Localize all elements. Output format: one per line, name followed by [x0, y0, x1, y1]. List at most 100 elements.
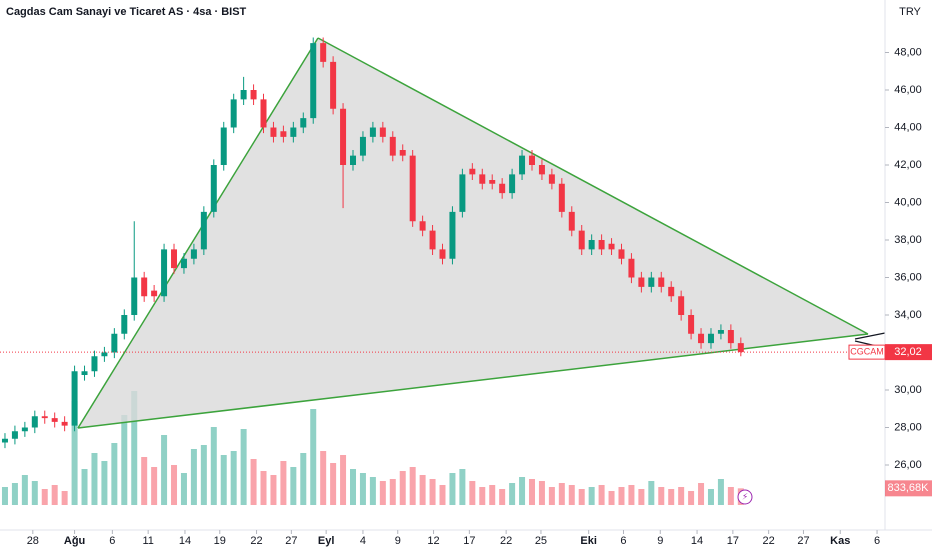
volume-bar — [31, 481, 38, 505]
volume-bar — [101, 461, 108, 505]
candle-body — [310, 43, 317, 119]
volume-bar — [161, 435, 168, 505]
x-tick-label: 28 — [27, 535, 39, 547]
candle-body — [698, 333, 705, 344]
candle-body — [260, 99, 267, 128]
candle-body — [578, 230, 585, 250]
x-tick-label: 14 — [691, 535, 703, 547]
volume-bar — [300, 453, 307, 505]
candle-body — [300, 118, 307, 128]
event-icon[interactable] — [737, 489, 753, 505]
y-tick-label: 30,00 — [894, 384, 922, 396]
volume-bar — [538, 481, 545, 505]
volume-bar — [280, 461, 287, 505]
symbol-label: CGCAM — [850, 347, 884, 357]
volume-pane — [1, 391, 744, 505]
volume-bar — [290, 467, 297, 505]
candle-body — [648, 277, 655, 287]
volume-bar — [71, 401, 78, 505]
candle-body — [389, 136, 396, 156]
volume-bar — [11, 483, 18, 505]
candle-body — [350, 155, 357, 165]
candle-body — [717, 330, 724, 334]
candle-body — [190, 249, 197, 259]
candle-body — [71, 371, 78, 426]
x-tick-label: 6 — [620, 535, 626, 547]
candle-body — [330, 61, 337, 109]
candle-body — [678, 296, 685, 315]
x-tick-label: Kas — [830, 535, 850, 547]
volume-badge — [885, 480, 932, 497]
candle-body — [568, 211, 575, 231]
candle-body — [340, 108, 347, 165]
candle-body — [638, 277, 645, 287]
candle-body — [220, 127, 227, 165]
volume-bar — [688, 491, 695, 505]
x-tick-label: 17 — [463, 535, 475, 547]
candle-body — [658, 277, 665, 287]
event-icon-glyph: ⚡ — [742, 491, 748, 501]
candle-body — [538, 165, 545, 175]
y-tick-label: 48,00 — [894, 46, 922, 58]
volume-bar — [578, 489, 585, 505]
volume-bar — [568, 485, 575, 505]
y-tick-label: 44,00 — [894, 121, 922, 133]
volume-bar — [489, 485, 496, 505]
candle-body — [230, 99, 237, 128]
candle-body — [608, 243, 615, 250]
volume-bar — [449, 473, 456, 505]
candle-body — [439, 249, 446, 259]
volume-bar — [658, 487, 665, 505]
currency: TRY — [899, 6, 921, 18]
candle-body — [618, 249, 625, 259]
candle-body — [479, 174, 486, 184]
volume-bar — [51, 485, 58, 505]
candle-body — [429, 230, 436, 250]
x-tick-label: 14 — [179, 535, 191, 547]
volume-bar — [131, 391, 138, 505]
candle-body — [31, 416, 38, 428]
candle-body — [41, 416, 48, 419]
candle-body — [240, 90, 247, 100]
trend-line — [77, 37, 319, 429]
candle-body — [210, 165, 217, 212]
y-tick-label: 38,00 — [894, 234, 922, 246]
candle-body — [499, 183, 506, 194]
x-tick-label: 6 — [109, 535, 115, 547]
y-tick-label: 26,00 — [894, 459, 922, 471]
volume-bar — [519, 477, 526, 505]
x-tick-label: 4 — [360, 535, 366, 547]
candle-body — [469, 168, 476, 175]
candle-body — [121, 315, 128, 334]
candle-body — [61, 421, 68, 426]
volume-bar — [330, 463, 337, 505]
y-tick-label: 34,00 — [894, 309, 922, 321]
volume-bar — [528, 479, 535, 505]
x-tick-label: 22 — [500, 535, 512, 547]
volume-bar — [648, 481, 655, 505]
candle-body — [449, 211, 456, 259]
candle-body — [707, 333, 714, 344]
candle-body — [161, 249, 168, 297]
candle-body — [11, 431, 18, 439]
volume-bar — [171, 465, 178, 505]
y-tick-label: 42,00 — [894, 159, 922, 171]
x-tick-label: 9 — [657, 535, 663, 547]
candle-body — [528, 155, 535, 165]
candle-body — [359, 136, 366, 156]
price-label: 32,02 — [894, 346, 922, 358]
candle-body — [598, 240, 605, 250]
x-tick-label: 11 — [142, 535, 153, 547]
candle-body — [81, 371, 88, 375]
volume-bar — [499, 489, 506, 505]
x-tick-label: Ağu — [64, 535, 85, 547]
volume-bar — [409, 467, 416, 505]
candle-body — [399, 150, 406, 156]
volume-bar — [707, 489, 714, 505]
candle-body — [737, 343, 744, 353]
volume-bar — [618, 487, 625, 505]
volume-bar — [1, 487, 8, 505]
volume-bar — [310, 409, 317, 505]
volume-bar — [479, 487, 486, 505]
volume-bar — [210, 427, 217, 505]
